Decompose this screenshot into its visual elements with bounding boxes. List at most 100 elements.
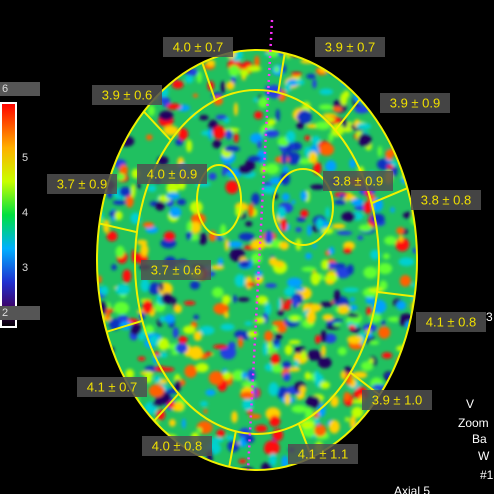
texture-blob xyxy=(290,72,303,77)
tick-box xyxy=(0,82,40,96)
texture-blob xyxy=(241,371,248,379)
texture-blob xyxy=(310,184,325,190)
texture-blob xyxy=(114,210,123,221)
texture-blob xyxy=(347,313,360,318)
texture-blob xyxy=(293,359,299,368)
texture-blob xyxy=(300,209,309,218)
roi-label: 4.1 ± 0.7 xyxy=(87,379,138,394)
texture-blob xyxy=(291,281,301,286)
texture-blob xyxy=(345,417,350,422)
texture-blob xyxy=(262,341,268,356)
texture-blob xyxy=(220,80,226,94)
texture-blob xyxy=(100,285,109,296)
texture-blob xyxy=(254,317,266,324)
segment-divider xyxy=(106,319,143,333)
texture-blob xyxy=(137,356,146,361)
texture-blob xyxy=(247,203,255,218)
segment-divider xyxy=(153,393,180,422)
texture-blob xyxy=(159,352,168,358)
texture-blob xyxy=(258,96,269,109)
texture-blob xyxy=(250,238,266,251)
texture-blob xyxy=(284,344,293,356)
roi-label: 3.9 ± 0.9 xyxy=(390,95,441,110)
segment-divider xyxy=(371,187,408,205)
texture-blob xyxy=(282,372,291,382)
texture-blob xyxy=(340,92,348,106)
label-box xyxy=(142,436,212,456)
texture-blob xyxy=(279,241,290,250)
texture-blob xyxy=(246,282,256,287)
roi-label: 3.8 ± 0.9 xyxy=(333,173,384,188)
texture-blob xyxy=(398,257,415,267)
colorbar-tick: 2 xyxy=(2,307,8,319)
texture-blob xyxy=(148,384,165,398)
texture-blob xyxy=(198,232,208,246)
texture-blob xyxy=(189,201,203,214)
texture-blob xyxy=(119,164,128,177)
texture-blob xyxy=(166,192,181,200)
texture-blob xyxy=(193,331,202,342)
side-text: Zoom xyxy=(458,416,489,430)
texture-blob xyxy=(322,314,334,321)
texture-blob xyxy=(253,386,258,400)
texture-blob xyxy=(148,282,161,295)
texture-blob xyxy=(357,235,364,240)
texture-blob xyxy=(239,260,250,269)
texture-blob xyxy=(281,150,287,165)
segment-divider xyxy=(143,110,172,142)
texture-blob xyxy=(186,231,192,241)
texture-blob xyxy=(281,193,290,201)
texture-blob xyxy=(185,74,194,84)
texture-blob xyxy=(390,206,395,213)
segment-divider xyxy=(99,222,138,234)
texture-blob xyxy=(351,198,364,206)
texture-blob xyxy=(332,106,343,113)
texture-blob xyxy=(216,429,225,438)
texture-blob xyxy=(175,138,184,146)
texture-blob xyxy=(318,104,334,111)
texture-blob xyxy=(155,200,165,211)
roi-label: 3.7 ± 0.6 xyxy=(151,262,202,277)
texture-blob xyxy=(275,333,283,340)
texture-blob xyxy=(347,335,363,344)
texture-blob xyxy=(125,368,135,380)
texture-blob xyxy=(272,339,281,346)
texture-blob xyxy=(335,263,346,269)
texture-blob xyxy=(265,283,277,288)
texture-blob xyxy=(268,453,277,466)
texture-blob xyxy=(305,252,312,260)
texture-blob xyxy=(205,389,216,396)
segment-divider xyxy=(277,53,286,93)
texture-blob xyxy=(260,186,277,194)
texture-blob xyxy=(169,206,182,218)
texture-blob xyxy=(286,286,295,295)
texture-blob xyxy=(246,65,262,72)
texture-blob xyxy=(153,375,161,383)
texture-blob xyxy=(284,393,291,406)
texture-blob xyxy=(306,73,316,79)
texture-blob xyxy=(331,223,346,229)
label-box xyxy=(141,260,211,280)
texture-blob xyxy=(239,69,249,77)
texture-blob xyxy=(315,334,321,345)
colorbar-tick: 3 xyxy=(22,262,28,274)
texture-blob xyxy=(337,231,353,236)
texture-blob xyxy=(314,424,327,437)
texture-blob xyxy=(166,181,179,195)
side-text: Axial 5 xyxy=(394,484,430,494)
texture-blob xyxy=(264,302,272,316)
texture-blob xyxy=(244,435,255,444)
texture-blob xyxy=(108,318,121,331)
texture-blob xyxy=(173,304,182,314)
texture-blob xyxy=(206,59,216,67)
label-box xyxy=(137,164,207,184)
label-box xyxy=(315,37,385,57)
roi-label: 3.9 ± 0.6 xyxy=(102,87,153,102)
texture-blob xyxy=(317,357,332,369)
texture-blob xyxy=(365,296,375,305)
texture-blob xyxy=(159,315,165,323)
texture-blob xyxy=(238,232,255,241)
texture-blob xyxy=(228,59,235,66)
texture-blob xyxy=(399,274,411,287)
texture-blob xyxy=(314,417,320,425)
